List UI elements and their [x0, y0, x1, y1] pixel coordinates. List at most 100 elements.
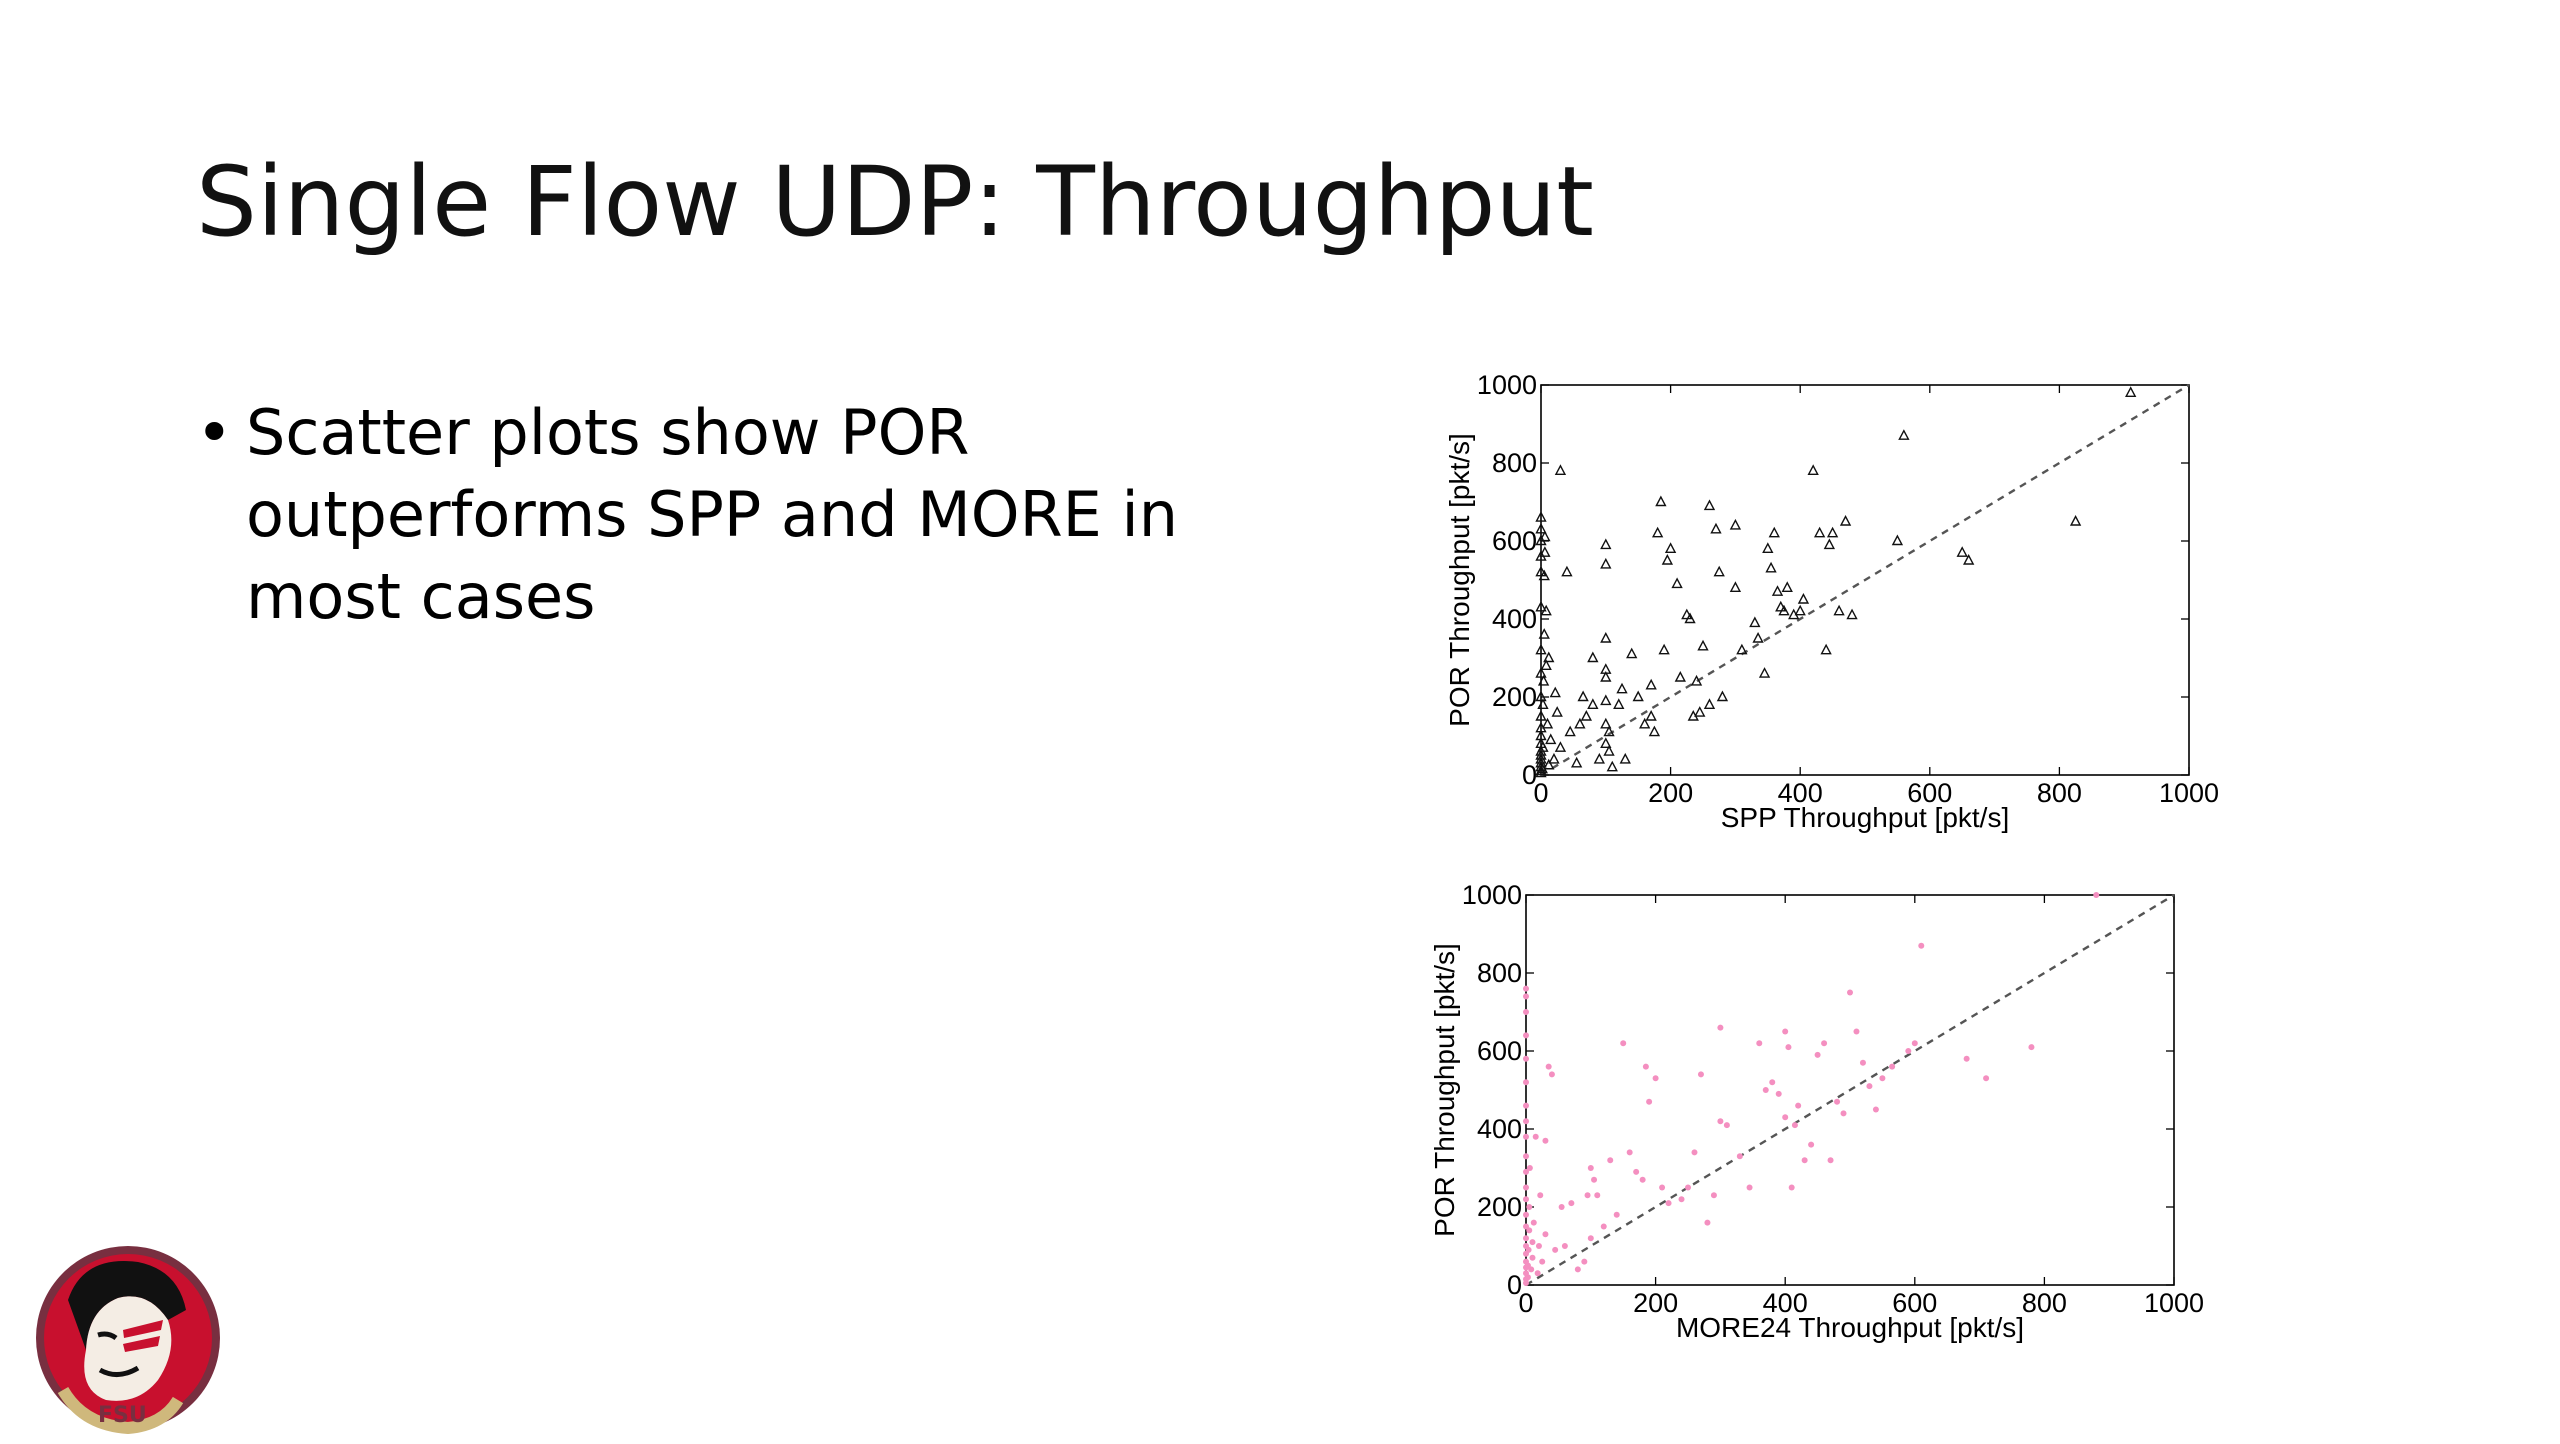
bullet-list: • Scatter plots show POR outperforms SPP…: [196, 392, 1296, 638]
data-point: [1821, 1040, 1828, 1047]
data-point: [1729, 581, 1742, 593]
data-point: [1633, 1168, 1640, 1175]
data-point: [1769, 1079, 1776, 1086]
data-point: [1587, 698, 1599, 709]
data-point: [1749, 616, 1761, 628]
data-point: [1963, 554, 1975, 565]
data-point: [1549, 686, 1561, 698]
data-point: [1600, 1223, 1607, 1230]
data-point: [1574, 1266, 1581, 1273]
data-point: [1543, 758, 1555, 770]
data-point: [1664, 542, 1677, 554]
data-point: [1794, 604, 1806, 616]
data-point: [1570, 756, 1583, 768]
y-tick-label: 800: [1477, 958, 1522, 988]
data-point: [1889, 1063, 1896, 1070]
data-point: [1840, 1110, 1847, 1117]
data-point: [1814, 1051, 1821, 1058]
data-point: [1788, 1184, 1795, 1191]
data-point: [2093, 892, 2100, 898]
data-point: [1535, 565, 1547, 577]
data-point: [1539, 530, 1551, 542]
x-tick-label: 800: [2037, 778, 2082, 808]
data-point: [1684, 612, 1696, 624]
data-point: [1616, 682, 1628, 694]
data-point: [1534, 1270, 1541, 1277]
data-point: [1535, 729, 1547, 741]
data-point: [1797, 593, 1810, 604]
y-tick-label: 200: [1492, 682, 1537, 712]
data-point: [1539, 546, 1551, 557]
x-tick-label: 0: [1518, 1288, 1533, 1318]
data-point: [1736, 1153, 1743, 1160]
data-point: [1523, 1118, 1529, 1125]
data-point: [1752, 632, 1764, 643]
data-point: [1540, 659, 1552, 670]
data-point: [1535, 600, 1547, 612]
data-point: [1523, 1009, 1529, 1015]
data-point: [1532, 1133, 1539, 1140]
data-point: [1723, 1122, 1730, 1129]
data-point: [1606, 760, 1618, 772]
data-point: [1537, 698, 1549, 709]
data-point: [1529, 1254, 1536, 1261]
data-point: [1538, 628, 1550, 639]
data-point: [1795, 1102, 1802, 1109]
chart-svg: 0 200 400 600 800 1000 0 200 400 600 800 1000 MORE24…: [1429, 880, 2204, 1343]
data-point: [1535, 1243, 1542, 1249]
data-point: [1558, 1204, 1565, 1210]
data-point: [1632, 690, 1644, 702]
data-point: [1782, 1114, 1789, 1121]
data-point: [1584, 1192, 1591, 1199]
data-point: [1879, 1075, 1886, 1082]
data-point: [1528, 1266, 1535, 1273]
data-point: [1639, 1176, 1646, 1183]
data-point: [1905, 1048, 1912, 1054]
reference-diagonal-line: [1540, 383, 2190, 777]
data-point: [1983, 1075, 1990, 1082]
x-tick-label: 600: [1892, 1288, 1937, 1318]
data-point: [1539, 1258, 1546, 1265]
data-point: [1758, 667, 1771, 678]
data-point: [1594, 1192, 1601, 1199]
data-point: [1833, 604, 1845, 616]
data-point: [1600, 538, 1612, 550]
x-axis-label: SPP Throughput [pkt/s]: [1721, 802, 2009, 833]
x-tick-label: 400: [1778, 778, 1823, 808]
data-point: [1542, 1231, 1549, 1238]
data-point: [1538, 569, 1550, 581]
data-point: [1651, 526, 1664, 538]
data-point: [1781, 581, 1793, 593]
x-tick-label: 1000: [2159, 778, 2219, 808]
data-point: [1530, 1219, 1537, 1226]
data-point: [1613, 698, 1625, 709]
data-point: [1713, 565, 1725, 577]
data-point: [1645, 678, 1657, 690]
y-tick-label: 0: [1522, 760, 1537, 790]
data-point: [1523, 1211, 1529, 1218]
data-point: [1710, 1192, 1717, 1199]
data-point: [1587, 651, 1599, 663]
data-point: [1523, 993, 1529, 1000]
data-point: [1603, 725, 1615, 737]
y-tick-label: 0: [1507, 1270, 1522, 1300]
data-point: [1826, 526, 1839, 538]
plot-frame: [1525, 894, 2175, 1286]
data-point: [1823, 538, 1836, 550]
data-point: [1543, 651, 1555, 663]
x-tick-label: 800: [2022, 1288, 2067, 1318]
x-tick-label: 0: [1533, 778, 1548, 808]
y-tick-label: 600: [1492, 526, 1537, 556]
data-point: [1523, 1153, 1529, 1160]
data-point: [1847, 989, 1853, 996]
data-point: [1694, 706, 1706, 717]
data-point: [1577, 690, 1589, 702]
y-tick-label: 600: [1477, 1036, 1522, 1066]
data-point: [1768, 526, 1780, 538]
data-point: [1603, 745, 1615, 756]
data-point: [1807, 464, 1819, 476]
data-point: [1540, 604, 1552, 616]
data-point: [1545, 1063, 1552, 1070]
data-point: [1872, 1106, 1879, 1113]
data-point: [1655, 495, 1667, 507]
